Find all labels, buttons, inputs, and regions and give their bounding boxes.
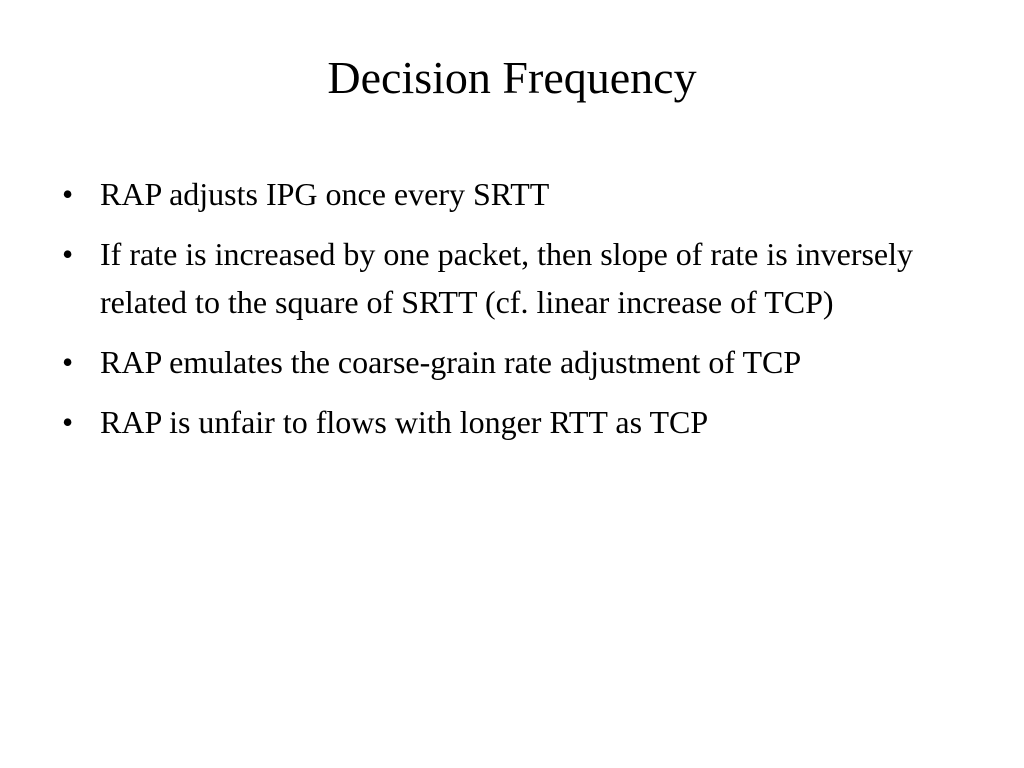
bullet-icon: • bbox=[62, 176, 74, 212]
bullet-text: RAP adjusts IPG once every SRTT bbox=[100, 176, 550, 212]
bullet-item: • RAP is unfair to flows with longer RTT… bbox=[60, 398, 920, 446]
bullet-list: • RAP adjusts IPG once every SRTT • If r… bbox=[60, 170, 920, 458]
bullet-item: • RAP adjusts IPG once every SRTT bbox=[60, 170, 920, 218]
bullet-icon: • bbox=[62, 344, 74, 380]
bullet-icon: • bbox=[62, 236, 74, 272]
slide-title: Decision Frequency bbox=[327, 52, 697, 103]
bullet-item: • RAP emulates the coarse-grain rate adj… bbox=[60, 338, 920, 386]
bullet-text: RAP is unfair to flows with longer RTT a… bbox=[100, 404, 709, 440]
bullet-text: RAP emulates the coarse-grain rate adjus… bbox=[100, 344, 802, 380]
bullet-text: If rate is increased by one packet, then… bbox=[100, 236, 914, 320]
bullet-item: • If rate is increased by one packet, th… bbox=[60, 230, 920, 326]
bullet-icon: • bbox=[62, 404, 74, 440]
